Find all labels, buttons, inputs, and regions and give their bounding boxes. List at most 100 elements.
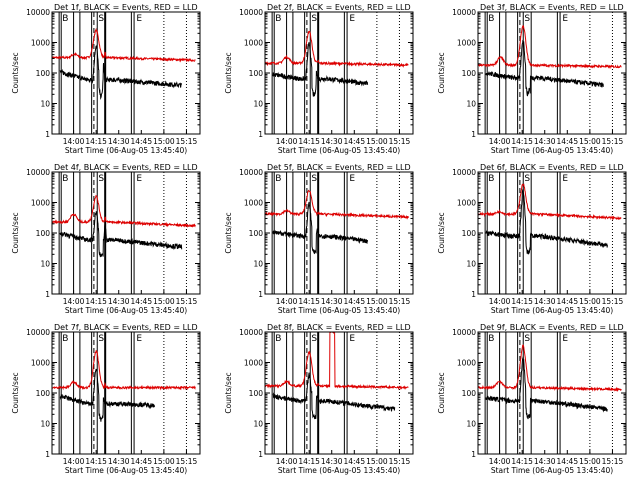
x-tick-label: 15:00 (579, 457, 601, 466)
interval-label-B: B (488, 174, 494, 184)
x-tick-label: 14:00 (276, 137, 298, 146)
x-tick-label: 14:00 (63, 457, 85, 466)
lld-series (478, 25, 622, 70)
events-series (485, 356, 609, 420)
plot-frame (51, 171, 201, 295)
y-tick-label: 1 (258, 130, 263, 139)
y-tick-label: 10000 (452, 328, 476, 337)
panel-det-6f: Det 6f, BLACK = Events, RED = LLD B S E 1 10 1… (437, 163, 627, 315)
y-tick-label: 100 (462, 389, 477, 398)
y-tick-label: 10 (40, 100, 50, 109)
panel-det-1f: Det 1f, BLACK = Events, RED = LLD B S E 1 10 1… (11, 3, 201, 155)
y-axis-label: Counts/sec (224, 372, 233, 413)
lld-series (478, 183, 622, 221)
x-tick-label: 15:00 (579, 297, 601, 306)
events-series (485, 39, 604, 97)
series-group (265, 30, 409, 97)
interval-label-B: B (488, 334, 494, 344)
panel-det-5f: Det 5f, BLACK = Events, RED = LLD B S E 1 10 1… (224, 163, 414, 315)
x-tick-label: 14:45 (130, 137, 152, 146)
x-tick-label: 14:00 (489, 297, 511, 306)
series-group (52, 350, 196, 422)
interval-label-S: S (98, 334, 104, 344)
x-axis-label: Start Time (06-Aug-05 13:45:40) (491, 146, 613, 155)
lld-series (52, 27, 196, 63)
x-axis-label: Start Time (06-Aug-05 13:45:40) (491, 466, 613, 475)
plot-frame (51, 331, 201, 455)
panel-det-3f: Det 3f, BLACK = Events, RED = LLD B S E 1 10 1… (437, 3, 627, 155)
x-tick-label: 14:45 (343, 297, 365, 306)
y-tick-label: 10 (253, 420, 263, 429)
y-axis-label: Counts/sec (437, 212, 446, 253)
x-tick-label: 14:15 (298, 297, 320, 306)
y-tick-label: 10000 (239, 8, 263, 17)
plot-frame (477, 11, 627, 135)
x-tick-label: 14:30 (108, 137, 130, 146)
y-tick-label: 10000 (452, 168, 476, 177)
panel-title: Det 6f, BLACK = Events, RED = LLD (480, 163, 624, 172)
y-tick-label: 10000 (26, 328, 50, 337)
y-tick-label: 100 (36, 229, 51, 238)
panel-title: Det 7f, BLACK = Events, RED = LLD (54, 323, 198, 332)
x-tick-label: 14:15 (85, 457, 107, 466)
x-tick-label: 15:15 (176, 457, 198, 466)
x-tick-label: 14:30 (108, 297, 130, 306)
lld-series (52, 350, 196, 391)
y-tick-label: 1 (471, 290, 476, 299)
x-tick-label: 14:30 (534, 297, 556, 306)
lld-series (265, 332, 409, 391)
x-tick-label: 15:15 (602, 137, 624, 146)
y-tick-label: 10 (40, 420, 50, 429)
y-tick-label: 1 (471, 130, 476, 139)
events-series (272, 201, 369, 255)
panel-title: Det 9f, BLACK = Events, RED = LLD (480, 323, 624, 332)
interval-label-E: E (349, 14, 355, 24)
interval-label-B: B (488, 14, 494, 24)
x-tick-label: 14:30 (534, 137, 556, 146)
x-tick-label: 14:00 (63, 297, 85, 306)
x-tick-label: 14:00 (276, 457, 298, 466)
y-tick-label: 1000 (244, 359, 263, 368)
y-tick-label: 10000 (26, 8, 50, 17)
y-tick-label: 10 (466, 260, 476, 269)
y-axis-label: Counts/sec (11, 372, 20, 413)
panel-title: Det 4f, BLACK = Events, RED = LLD (54, 163, 198, 172)
y-tick-label: 10 (466, 420, 476, 429)
y-tick-label: 10 (466, 100, 476, 109)
y-tick-label: 1000 (244, 199, 263, 208)
y-tick-label: 10 (40, 260, 50, 269)
interval-label-B: B (62, 174, 68, 184)
x-tick-label: 14:45 (343, 457, 365, 466)
interval-label-S: S (524, 174, 530, 184)
series-group (478, 344, 622, 420)
interval-label-B: B (62, 14, 68, 24)
x-axis-label: Start Time (06-Aug-05 13:45:40) (65, 466, 187, 475)
x-tick-label: 15:00 (366, 297, 388, 306)
y-tick-label: 10000 (452, 8, 476, 17)
panel-det-8f: Det 8f, BLACK = Events, RED = LLD B S E 1 10 1… (224, 323, 414, 475)
events-series (59, 211, 183, 258)
panel-title: Det 3f, BLACK = Events, RED = LLD (480, 3, 624, 12)
interval-label-E: E (136, 334, 142, 344)
x-tick-label: 14:45 (556, 297, 578, 306)
x-tick-label: 14:15 (511, 137, 533, 146)
events-series (59, 44, 182, 100)
plot-frame (477, 331, 627, 455)
y-tick-label: 100 (36, 389, 51, 398)
y-tick-label: 100 (36, 69, 51, 78)
panel-det-9f: Det 9f, BLACK = Events, RED = LLD B S E 1 10 1… (437, 323, 627, 475)
y-tick-label: 100 (249, 389, 264, 398)
interval-label-B: B (275, 174, 281, 184)
x-axis-label: Start Time (06-Aug-05 13:45:40) (491, 306, 613, 315)
x-tick-label: 15:15 (176, 297, 198, 306)
x-tick-label: 14:45 (130, 457, 152, 466)
interval-label-S: S (311, 14, 317, 24)
x-tick-label: 14:15 (298, 137, 320, 146)
y-axis-label: Counts/sec (224, 52, 233, 93)
y-tick-label: 1000 (244, 39, 263, 48)
y-tick-label: 1 (45, 130, 50, 139)
interval-label-S: S (524, 14, 530, 24)
x-tick-label: 14:45 (130, 297, 152, 306)
interval-label-E: E (136, 14, 142, 24)
